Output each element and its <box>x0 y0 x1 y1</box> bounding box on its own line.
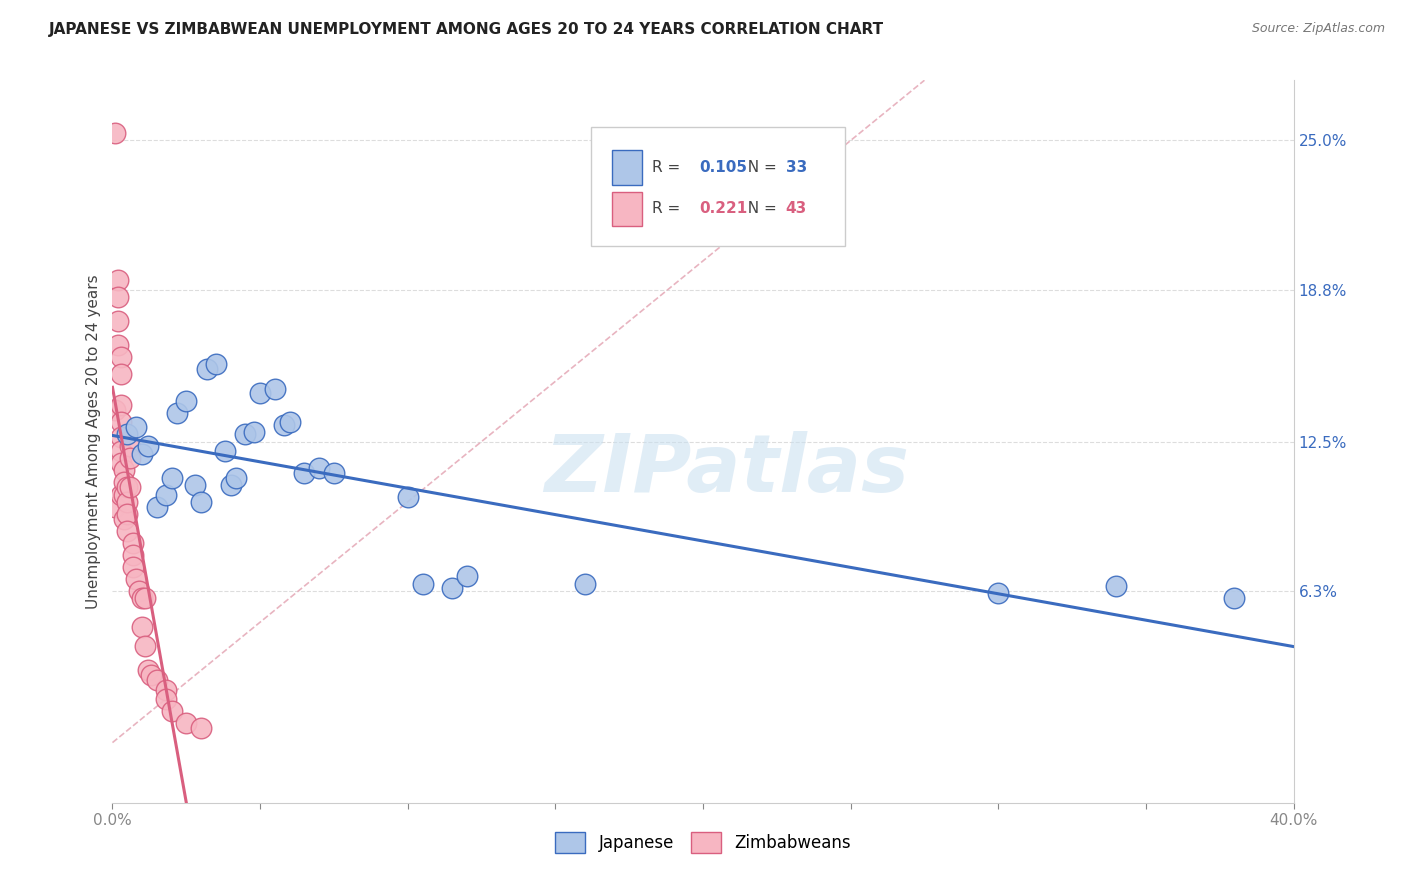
Point <box>987 586 1010 600</box>
Point <box>396 490 419 504</box>
Point <box>146 673 169 687</box>
Point <box>112 511 135 525</box>
Point <box>125 420 148 434</box>
Point <box>122 535 145 549</box>
Point <box>117 494 138 508</box>
Point <box>155 692 177 706</box>
Point <box>225 471 247 485</box>
Point <box>120 480 142 494</box>
Point <box>120 439 142 453</box>
Point <box>104 403 127 417</box>
Point <box>122 548 145 562</box>
Point <box>112 475 135 490</box>
Point <box>120 451 142 466</box>
Point <box>174 716 197 731</box>
Point <box>110 430 132 444</box>
Text: JAPANESE VS ZIMBABWEAN UNEMPLOYMENT AMONG AGES 20 TO 24 YEARS CORRELATION CHART: JAPANESE VS ZIMBABWEAN UNEMPLOYMENT AMON… <box>49 22 884 37</box>
Point <box>117 507 138 521</box>
Point <box>195 362 218 376</box>
Point <box>308 461 330 475</box>
Point <box>136 664 159 678</box>
Point <box>243 425 266 439</box>
Point <box>160 704 183 718</box>
Text: ZIPatlas: ZIPatlas <box>544 432 910 509</box>
Point <box>104 126 127 140</box>
Point <box>107 314 129 328</box>
Point <box>110 415 132 429</box>
Point <box>456 569 478 583</box>
Y-axis label: Unemployment Among Ages 20 to 24 years: Unemployment Among Ages 20 to 24 years <box>86 274 101 609</box>
Text: 33: 33 <box>786 161 807 175</box>
Text: 0.105: 0.105 <box>699 161 748 175</box>
Point <box>411 576 433 591</box>
Point <box>110 487 132 501</box>
Point <box>104 500 127 514</box>
Point <box>110 456 132 470</box>
Point <box>107 338 129 352</box>
Point <box>131 620 153 634</box>
Point <box>264 382 287 396</box>
Text: Source: ZipAtlas.com: Source: ZipAtlas.com <box>1251 22 1385 36</box>
Text: 43: 43 <box>786 202 807 217</box>
Point <box>122 559 145 574</box>
Point <box>134 639 156 653</box>
Point <box>1105 579 1128 593</box>
FancyBboxPatch shape <box>591 128 845 246</box>
Point <box>323 466 346 480</box>
Point <box>233 427 256 442</box>
Point <box>273 417 295 432</box>
Point <box>134 591 156 606</box>
Text: N =: N = <box>738 202 782 217</box>
Point <box>112 487 135 501</box>
Point <box>139 668 162 682</box>
Point <box>278 415 301 429</box>
Text: N =: N = <box>738 161 782 175</box>
Point <box>166 406 188 420</box>
Point <box>131 591 153 606</box>
Text: 0.221: 0.221 <box>699 202 748 217</box>
Point <box>1223 591 1246 606</box>
Legend: Japanese, Zimbabweans: Japanese, Zimbabweans <box>548 826 858 860</box>
Point <box>174 393 197 408</box>
Point <box>110 398 132 412</box>
Point <box>117 480 138 494</box>
Point <box>155 487 177 501</box>
Point <box>205 358 228 372</box>
Text: R =: R = <box>652 202 685 217</box>
Point <box>107 290 129 304</box>
Point <box>441 582 464 596</box>
Point <box>184 478 207 492</box>
Point <box>131 447 153 461</box>
Point <box>190 721 212 735</box>
Point <box>214 444 236 458</box>
Point <box>110 367 132 381</box>
Point <box>292 466 315 480</box>
Bar <box>612 192 641 227</box>
Point <box>574 576 596 591</box>
Point <box>112 463 135 477</box>
Bar <box>612 151 641 185</box>
Point <box>107 273 129 287</box>
Text: R =: R = <box>652 161 685 175</box>
Point <box>110 350 132 364</box>
Point <box>110 444 132 458</box>
Point <box>128 583 150 598</box>
Point <box>160 471 183 485</box>
Point <box>125 572 148 586</box>
Point <box>146 500 169 514</box>
Point <box>136 439 159 453</box>
Point <box>190 494 212 508</box>
Point <box>155 682 177 697</box>
Point <box>117 524 138 538</box>
Point <box>117 427 138 442</box>
Point <box>219 478 242 492</box>
Point <box>249 386 271 401</box>
